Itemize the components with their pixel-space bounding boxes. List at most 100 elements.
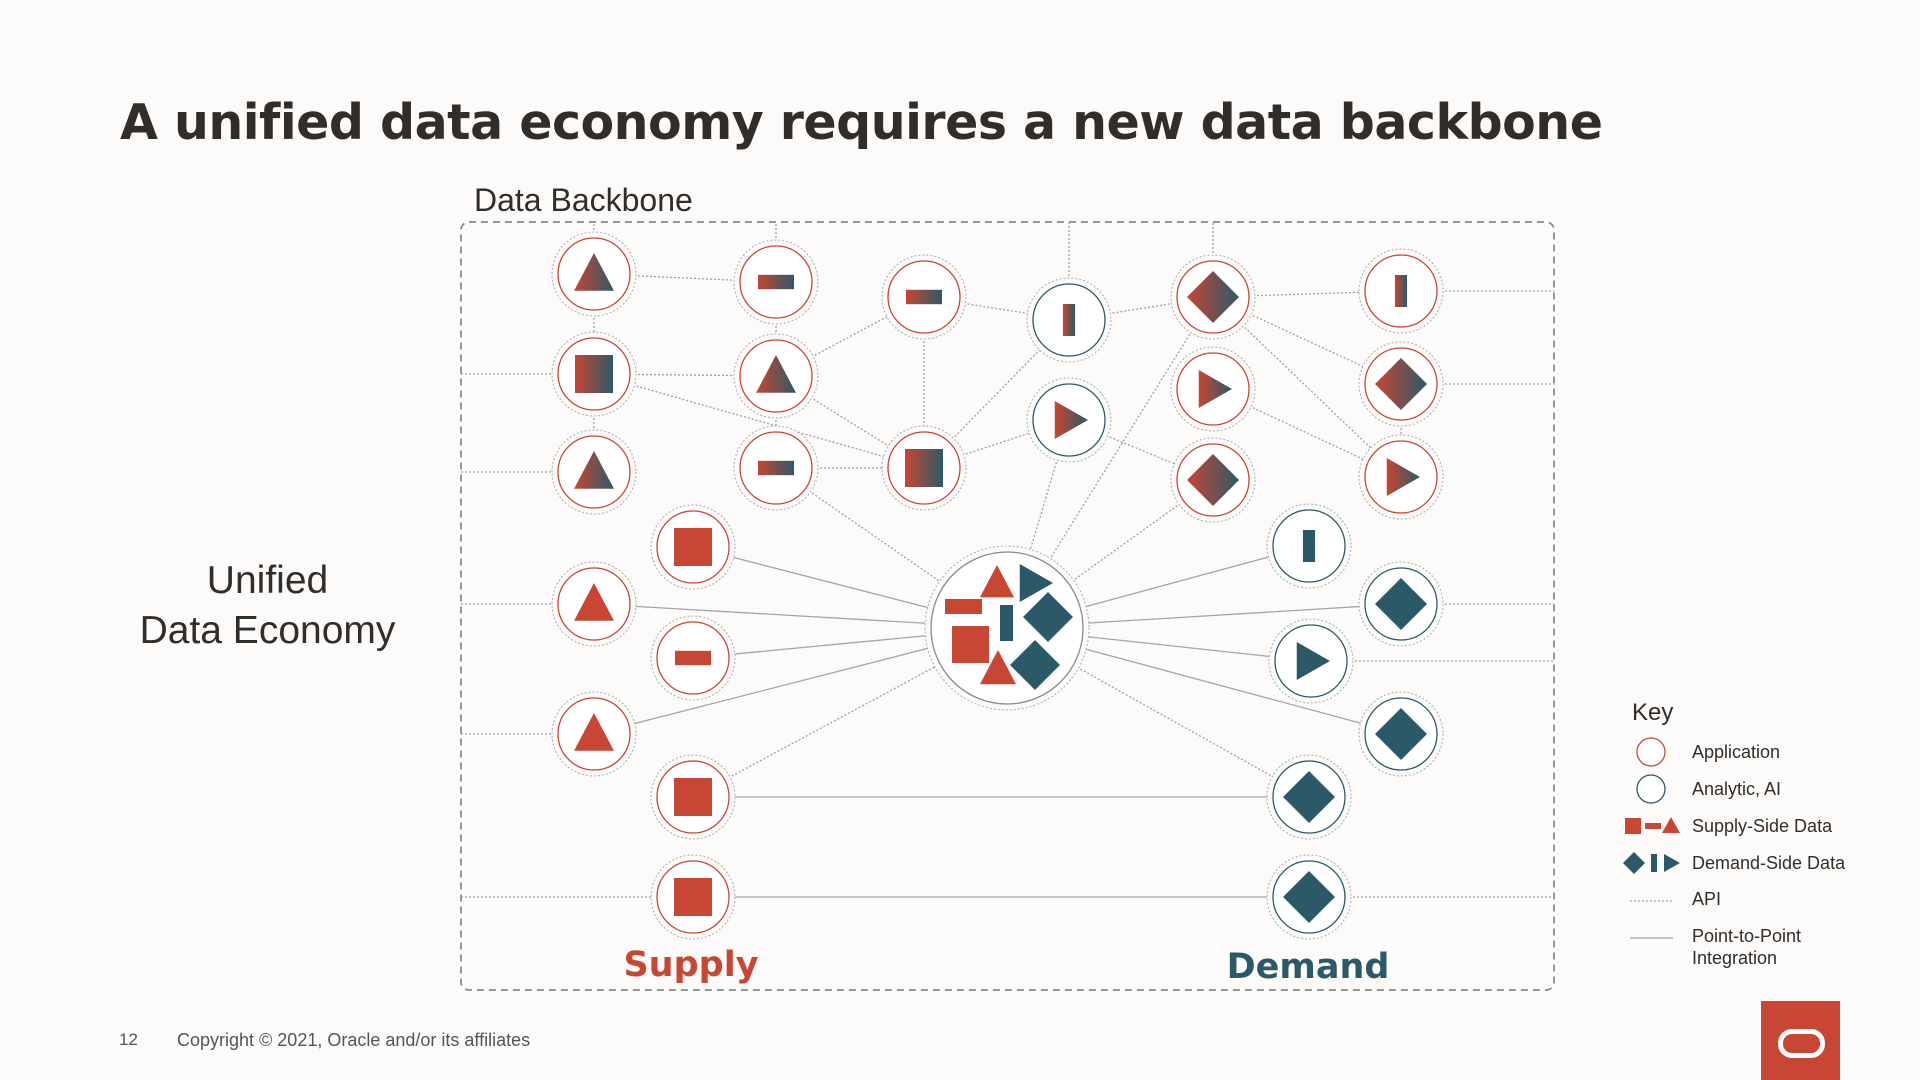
square-icon — [674, 528, 712, 566]
supply-label: Supply — [623, 945, 758, 985]
analytic-node — [1266, 854, 1352, 940]
application-node — [1358, 434, 1444, 520]
key-item-label: API — [1692, 889, 1721, 909]
diamond-icon — [1375, 358, 1427, 410]
triangle-icon — [574, 713, 614, 751]
diamond-icon — [1623, 852, 1645, 874]
play-icon — [1296, 642, 1330, 680]
unified-data-economy-label: Unified Data Economy — [115, 556, 420, 656]
square-icon — [952, 626, 989, 663]
bar-icon — [758, 274, 794, 290]
bar-icon — [758, 460, 794, 476]
backbone-label: Data Backbone — [474, 182, 693, 218]
diamond-icon — [1010, 640, 1060, 690]
play-icon — [1019, 564, 1053, 602]
triangle-icon — [756, 355, 796, 393]
application-node — [733, 333, 819, 419]
triangle-icon — [1662, 817, 1680, 833]
key-item-label: Analytic, AI — [1692, 779, 1781, 799]
application-node — [551, 331, 637, 417]
diamond-icon — [1187, 271, 1239, 323]
application-node — [551, 231, 637, 317]
application-node — [1170, 437, 1256, 523]
triangle-icon — [574, 583, 614, 621]
diamond-icon — [1283, 771, 1335, 823]
oracle-logo — [1761, 1001, 1840, 1080]
data-backbone-hub — [924, 545, 1090, 711]
key-item-label: Integration — [1692, 948, 1777, 968]
application-node — [1358, 341, 1444, 427]
diamond-icon — [1375, 578, 1427, 630]
key-legend: Key Application Analytic, AI Supply-Side Da… — [1623, 699, 1846, 968]
key-item-application: Application — [1636, 737, 1780, 767]
application-node — [551, 429, 637, 515]
square-icon — [674, 778, 712, 816]
key-item-label: Demand-Side Data — [1692, 853, 1846, 873]
triangle-icon — [979, 650, 1017, 685]
play-icon — [1664, 854, 1680, 872]
bar-icon — [1645, 823, 1661, 829]
analytic-node — [1026, 277, 1112, 363]
bar-icon — [945, 599, 982, 614]
application-node — [1170, 346, 1256, 432]
application-node — [551, 561, 637, 647]
analytic-node — [1026, 377, 1112, 463]
diamond-icon — [1375, 708, 1427, 760]
key-item-demand-data: Demand-Side Data — [1623, 852, 1846, 874]
vertical-bar-icon — [1062, 304, 1076, 336]
application-node — [1358, 248, 1444, 334]
key-title: Key — [1632, 699, 1673, 726]
analytic-node — [1266, 503, 1352, 589]
application-node — [650, 615, 736, 701]
analytic-node — [1358, 691, 1444, 777]
left-label-line-2: Data Economy — [139, 609, 396, 652]
application-node — [733, 239, 819, 325]
bar-icon — [906, 289, 942, 305]
application-node — [551, 691, 637, 777]
api-connection — [775, 467, 1008, 629]
square-icon — [575, 355, 613, 393]
application-node — [881, 254, 967, 340]
key-item-label: Supply-Side Data — [1692, 816, 1833, 836]
oracle-logo-ring — [1778, 1029, 1825, 1058]
diamond-icon — [1187, 454, 1239, 506]
analytic-node — [1266, 754, 1352, 840]
square-icon — [1625, 818, 1641, 834]
play-icon — [1386, 458, 1420, 496]
square-icon — [905, 449, 943, 487]
demand-label: Demand — [1227, 947, 1390, 987]
application-node — [650, 504, 736, 590]
key-item-supply-data: Supply-Side Data — [1625, 816, 1833, 836]
diamond-icon — [1023, 592, 1073, 642]
application-node — [733, 425, 819, 511]
diamond-icon — [1283, 871, 1335, 923]
key-item-label: Application — [1692, 742, 1780, 762]
key-item-api: API — [1630, 889, 1721, 909]
vertical-bar-icon — [1651, 854, 1657, 872]
analytic-node — [1358, 561, 1444, 647]
api-connection — [1212, 296, 1402, 478]
analytic-node — [1268, 618, 1354, 704]
bar-icon — [675, 650, 711, 666]
vertical-bar-icon — [1000, 605, 1013, 641]
triangle-icon — [574, 451, 614, 489]
api-connection — [593, 373, 925, 469]
page-number: 12 — [119, 1030, 138, 1049]
application-node — [1170, 254, 1256, 340]
copyright: Copyright © 2021, Oracle and/or its affi… — [177, 1030, 531, 1050]
application-node — [650, 754, 736, 840]
analytic-ring-icon — [1636, 774, 1666, 804]
vertical-bar-icon — [1394, 275, 1408, 307]
play-icon — [1198, 370, 1232, 408]
page-title: A unified data economy requires a new da… — [120, 94, 1603, 151]
key-item-label: Point-to-Point — [1692, 926, 1801, 946]
key-item-analytic: Analytic, AI — [1636, 774, 1781, 804]
backbone-boundary — [460, 221, 1555, 991]
play-icon — [1054, 401, 1088, 439]
triangle-icon — [574, 253, 614, 291]
application-node — [881, 425, 967, 511]
square-icon — [674, 878, 712, 916]
triangle-icon — [979, 565, 1015, 598]
